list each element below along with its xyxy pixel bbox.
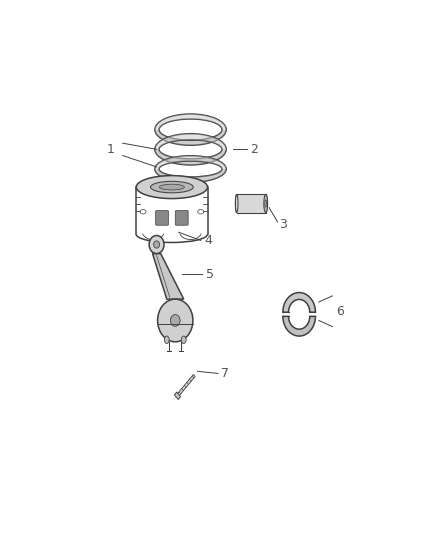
Ellipse shape (159, 184, 184, 190)
Text: 3: 3 (279, 219, 287, 231)
Polygon shape (155, 156, 226, 169)
Polygon shape (237, 195, 266, 213)
Text: 2: 2 (250, 143, 258, 156)
Text: 1: 1 (106, 143, 114, 156)
Polygon shape (155, 149, 226, 165)
Ellipse shape (158, 299, 193, 342)
Ellipse shape (164, 336, 169, 343)
Polygon shape (178, 374, 195, 395)
Polygon shape (155, 134, 226, 149)
Text: 6: 6 (336, 305, 344, 318)
FancyBboxPatch shape (155, 211, 169, 225)
Text: 7: 7 (221, 367, 230, 380)
Polygon shape (155, 114, 226, 130)
Polygon shape (283, 317, 315, 336)
Ellipse shape (235, 195, 238, 213)
Ellipse shape (264, 195, 268, 213)
Ellipse shape (154, 241, 159, 248)
Ellipse shape (149, 236, 164, 254)
Polygon shape (155, 130, 226, 145)
Polygon shape (283, 293, 315, 312)
Ellipse shape (235, 195, 238, 213)
Ellipse shape (181, 336, 186, 343)
Polygon shape (174, 392, 180, 400)
Polygon shape (155, 169, 226, 182)
Ellipse shape (170, 314, 180, 326)
Text: 4: 4 (204, 234, 212, 247)
Text: 5: 5 (206, 268, 214, 281)
Ellipse shape (136, 175, 208, 199)
FancyBboxPatch shape (175, 211, 188, 225)
Ellipse shape (264, 195, 268, 213)
Ellipse shape (151, 181, 193, 193)
Polygon shape (152, 254, 184, 299)
